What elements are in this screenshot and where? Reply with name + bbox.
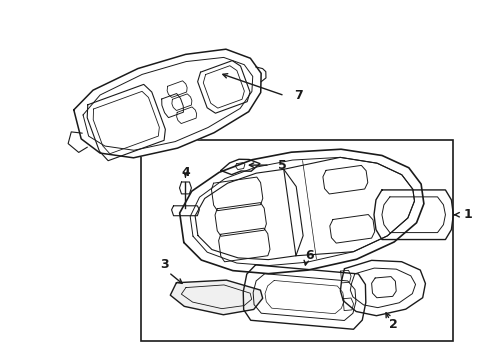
Polygon shape [179,149,423,274]
Text: 1: 1 [462,208,471,221]
Text: 6: 6 [305,249,313,262]
Text: 3: 3 [160,258,168,271]
Polygon shape [340,260,425,316]
Text: 4: 4 [181,166,189,179]
Text: 2: 2 [388,318,397,331]
Text: 7: 7 [294,89,303,102]
Text: 5: 5 [277,159,286,172]
Polygon shape [74,49,261,158]
Bar [141,140,452,341]
Polygon shape [170,280,262,315]
